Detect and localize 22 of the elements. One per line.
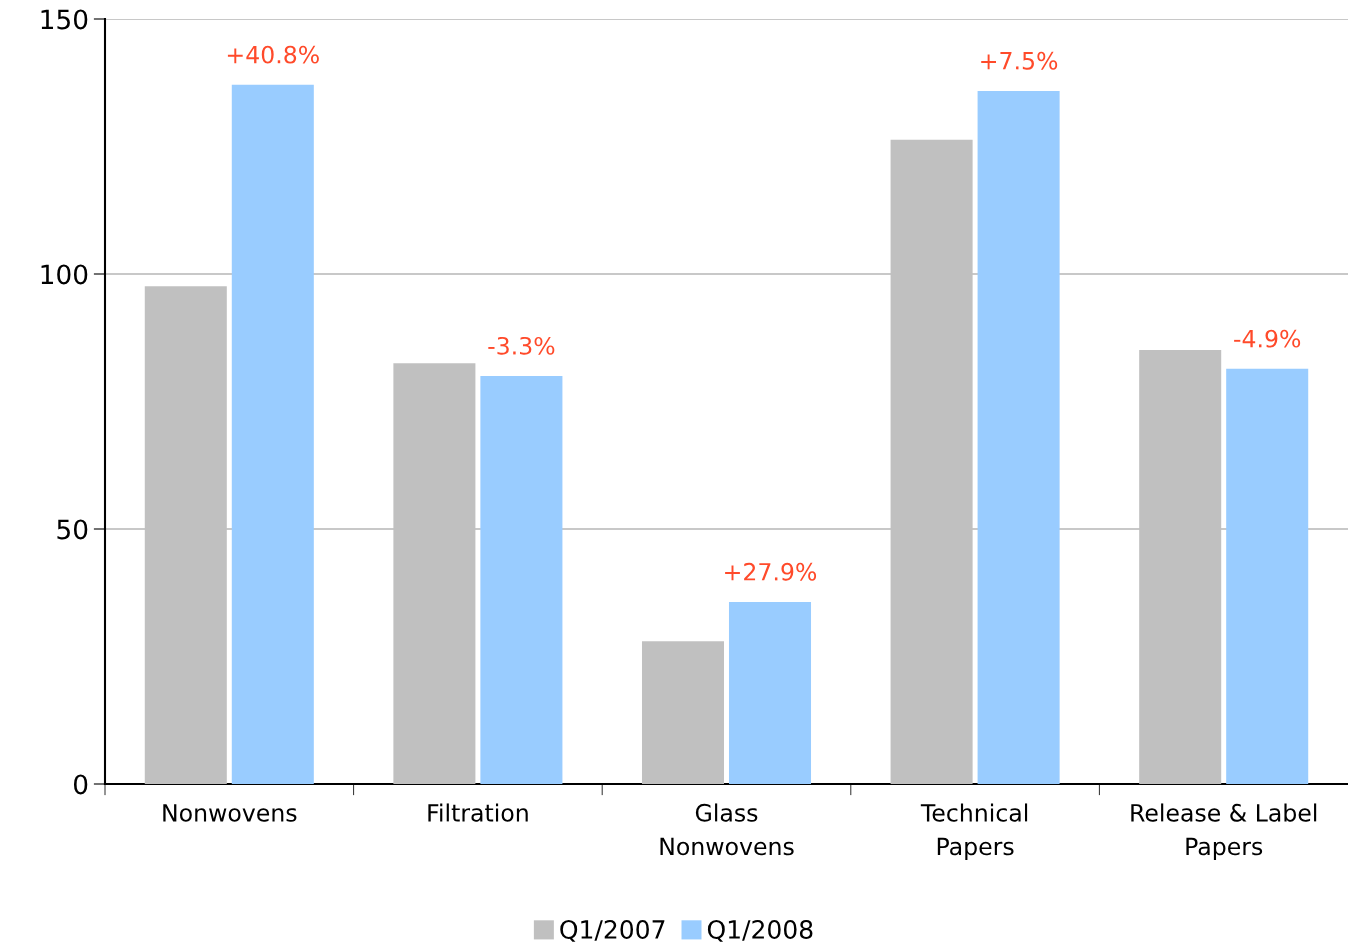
legend-label: Q1/2007 — [560, 919, 665, 942]
y-tick-label: 100 — [41, 264, 88, 285]
annotation: +27.9% — [725, 562, 817, 581]
bar — [728, 601, 812, 784]
x-tick-label: Release & Label Papers — [1131, 803, 1317, 860]
annotation: -4.9% — [1234, 329, 1301, 348]
annotation: +40.8% — [227, 45, 319, 64]
x-tick-label: Glass Nonwovens — [660, 803, 794, 856]
y-tick-label: 50 — [57, 519, 88, 540]
bar — [1226, 368, 1309, 784]
legend-label: Q1/2008 — [707, 919, 813, 942]
y-tick-label: 150 — [41, 9, 88, 30]
y-tick-label: 0 — [73, 774, 88, 795]
x-tick-label: Nonwovens — [163, 804, 297, 822]
bar — [977, 90, 1060, 784]
bar — [231, 84, 314, 784]
x-tick-label: Technical Papers — [920, 803, 1028, 860]
x-tick-label: Filtration — [428, 803, 528, 822]
bar — [641, 641, 725, 784]
annotation: -3.3% — [488, 336, 555, 355]
annotation: +7.5% — [981, 51, 1058, 70]
bar — [480, 376, 563, 784]
